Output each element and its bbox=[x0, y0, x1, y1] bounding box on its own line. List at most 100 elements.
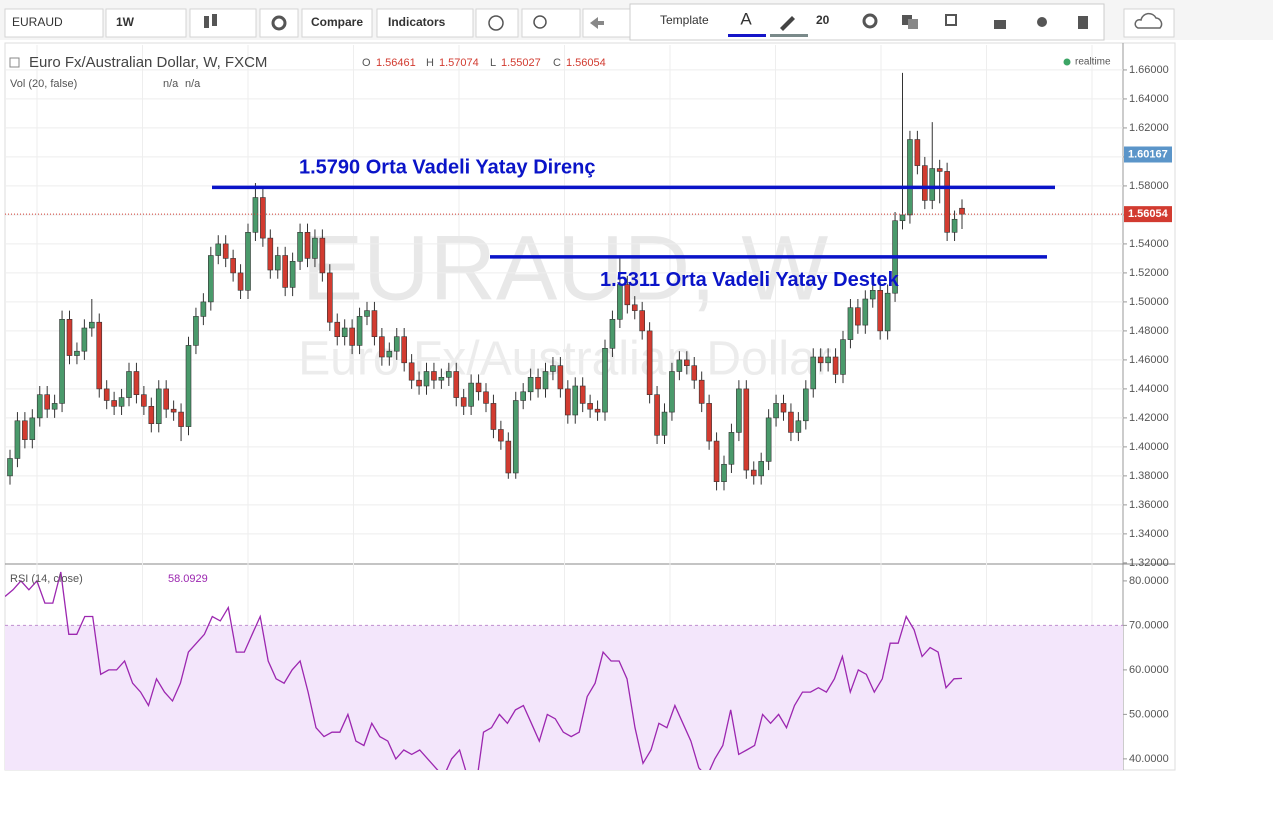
candle-body bbox=[855, 307, 861, 326]
candle-body bbox=[951, 218, 958, 233]
candle-body bbox=[840, 339, 846, 375]
last-price-label: 1.56054 bbox=[1128, 208, 1169, 220]
candle-body bbox=[468, 382, 474, 407]
candle-body bbox=[542, 371, 549, 390]
candle-body bbox=[319, 237, 326, 274]
candle-body bbox=[304, 232, 311, 259]
candle-body bbox=[728, 432, 735, 465]
candle-body bbox=[944, 171, 950, 233]
candle-body bbox=[535, 376, 541, 390]
candle-body bbox=[669, 371, 675, 413]
candle-body bbox=[758, 461, 764, 477]
candle-body bbox=[706, 403, 712, 442]
candle-body bbox=[773, 403, 779, 419]
candle-body bbox=[810, 356, 817, 390]
candle-body bbox=[148, 405, 155, 424]
level-label: 1.5311 Orta Vadeli Yatay Destek bbox=[600, 269, 900, 291]
candle-body bbox=[163, 388, 169, 410]
candle-body bbox=[877, 290, 883, 332]
candle-body bbox=[624, 284, 631, 306]
candle-body bbox=[929, 168, 936, 201]
toolbar: EURAUD 1W Compare Indicators Template A … bbox=[0, 0, 1273, 41]
candle-body bbox=[884, 292, 891, 332]
settings[interactable] bbox=[259, 8, 299, 38]
candle-body bbox=[364, 310, 370, 317]
alert[interactable] bbox=[475, 8, 519, 38]
y-tick-label: 1.36000 bbox=[1129, 499, 1169, 511]
candle-body bbox=[446, 371, 452, 378]
y-tick-label: 1.66000 bbox=[1129, 64, 1169, 76]
high-value: 1.57074 bbox=[439, 57, 479, 69]
candle-body bbox=[847, 307, 854, 340]
candle-body bbox=[698, 379, 705, 404]
interval[interactable]: 1W bbox=[116, 15, 135, 29]
candle-body bbox=[334, 321, 341, 338]
ideas[interactable] bbox=[521, 8, 581, 38]
compare[interactable]: Compare bbox=[311, 15, 363, 29]
overlays: 1.32000 1.34000 1.36000 1.38000 1.40000 1.420… bbox=[299, 64, 1172, 765]
candle-body bbox=[765, 417, 772, 462]
candle-body bbox=[327, 272, 333, 323]
y-tick-label: 1.40000 bbox=[1129, 441, 1169, 453]
candle-body bbox=[379, 336, 385, 358]
candle-body bbox=[617, 284, 623, 320]
font-size[interactable]: 20 bbox=[816, 13, 830, 27]
compare-button[interactable] bbox=[301, 8, 373, 38]
candle-body bbox=[193, 316, 199, 346]
y-tick-label: 1.58000 bbox=[1129, 180, 1169, 192]
candle-body bbox=[215, 243, 222, 256]
candle-body bbox=[431, 371, 437, 381]
indicators-button[interactable] bbox=[376, 8, 474, 38]
candle-body bbox=[178, 411, 184, 427]
candle-body bbox=[907, 139, 913, 216]
candle-body bbox=[899, 214, 906, 222]
candle-body bbox=[141, 394, 147, 407]
chart-style[interactable] bbox=[189, 8, 257, 38]
candle-body bbox=[111, 400, 117, 407]
candle-body bbox=[475, 382, 482, 393]
candle-body bbox=[245, 232, 251, 291]
y-tick-label: 1.52000 bbox=[1129, 267, 1169, 279]
candle-body bbox=[862, 298, 869, 326]
candle-body bbox=[208, 255, 214, 303]
candle-body bbox=[371, 310, 378, 338]
candle-body bbox=[691, 365, 698, 381]
candle-body bbox=[788, 411, 794, 433]
candle-body bbox=[713, 440, 720, 482]
symbol[interactable]: EURAUD bbox=[12, 15, 63, 29]
candle-body bbox=[222, 243, 229, 259]
line-color[interactable] bbox=[770, 34, 808, 37]
candle-body bbox=[44, 394, 50, 410]
candle-body bbox=[22, 420, 28, 440]
candle-body bbox=[565, 388, 571, 416]
close-value: 1.56054 bbox=[566, 57, 606, 69]
candle-body bbox=[832, 356, 839, 375]
y-tick-label: 1.44000 bbox=[1129, 383, 1169, 395]
y-tick-label: 1.48000 bbox=[1129, 325, 1169, 337]
template[interactable]: Template bbox=[660, 13, 709, 27]
y-tick-label: 1.32000 bbox=[1129, 557, 1169, 569]
y-tick-label: 80.0000 bbox=[1129, 575, 1169, 587]
series-title: Euro Fx/Australian Dollar, W, FXCM bbox=[29, 54, 267, 71]
watermark-name: Euro Fx/Australian Dollar bbox=[298, 333, 832, 386]
text-color[interactable] bbox=[728, 34, 766, 37]
vol-title: Vol (20, false) bbox=[10, 78, 77, 90]
candle-body bbox=[356, 316, 363, 346]
collapse-icon[interactable] bbox=[9, 57, 20, 68]
interval-box[interactable] bbox=[105, 8, 187, 38]
candle-body bbox=[684, 359, 690, 366]
indicators[interactable]: Indicators bbox=[388, 15, 446, 29]
candle-body bbox=[498, 429, 504, 442]
candle-body bbox=[14, 420, 21, 459]
candle-body bbox=[393, 336, 400, 352]
y-tick-label: 1.42000 bbox=[1129, 412, 1169, 424]
symbol-box[interactable] bbox=[4, 8, 104, 38]
candle-body bbox=[750, 469, 757, 477]
candle-body bbox=[676, 359, 683, 372]
candle-body bbox=[133, 371, 140, 395]
text-color-icon[interactable]: A bbox=[740, 9, 752, 28]
line-color-icon[interactable] bbox=[780, 16, 795, 31]
candle-body bbox=[282, 255, 288, 288]
candle-body bbox=[289, 261, 296, 288]
